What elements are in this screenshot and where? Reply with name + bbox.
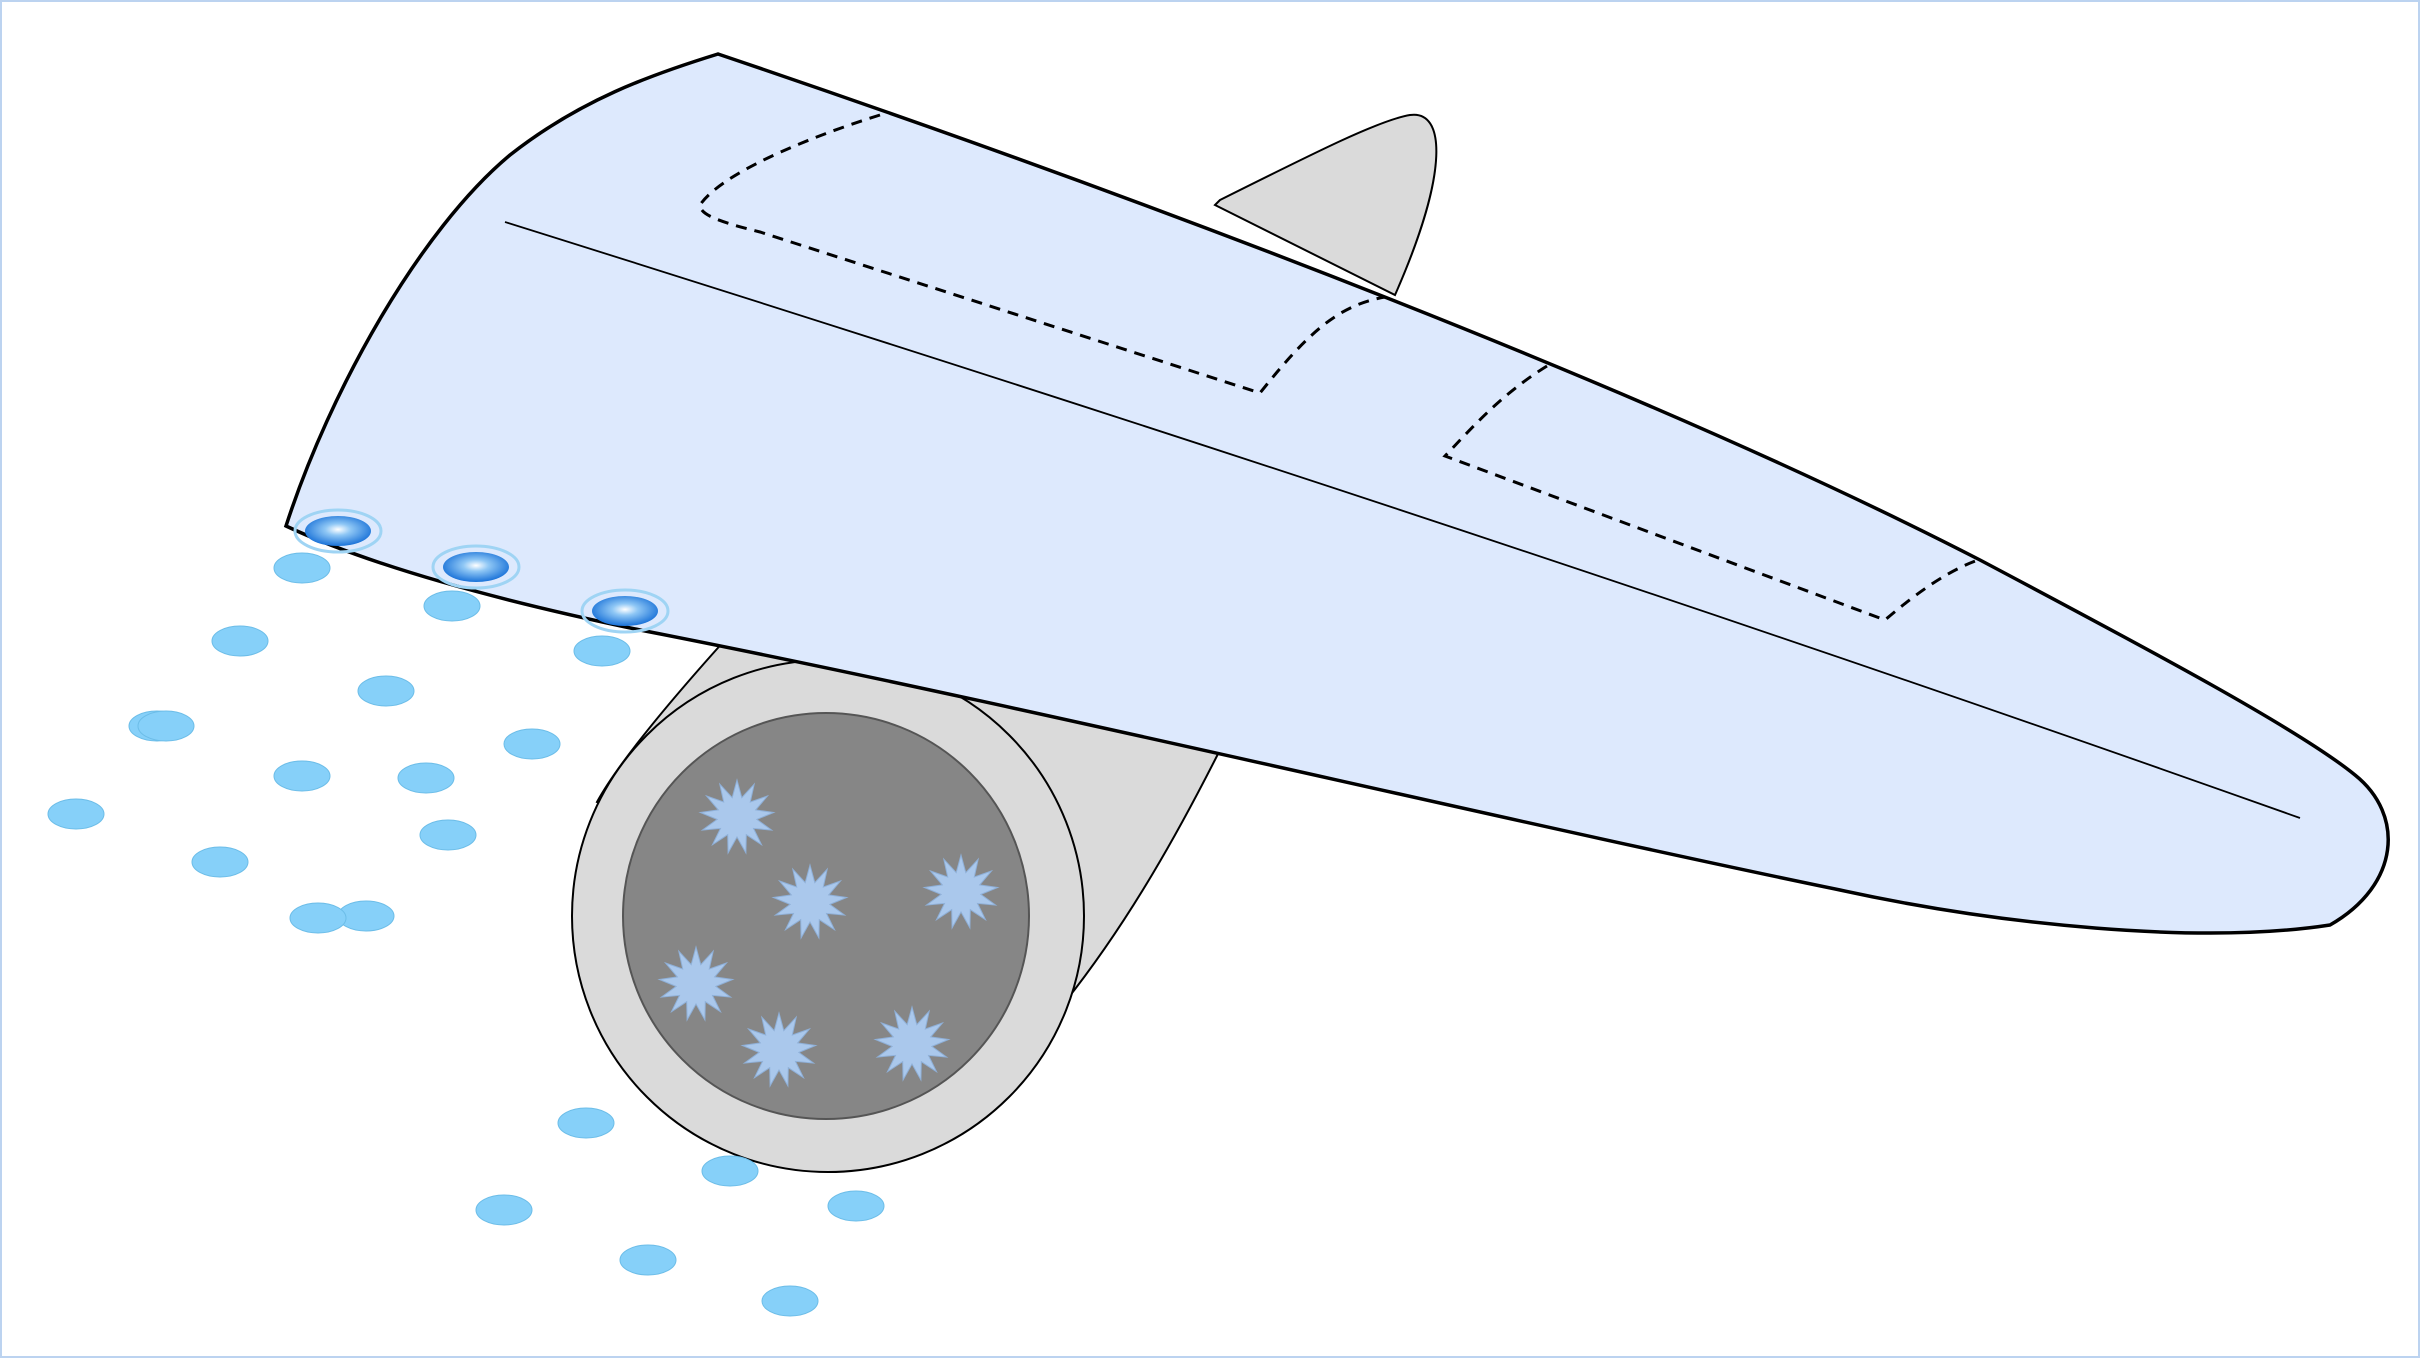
spray-droplet [137,710,195,742]
ice-crystal [740,1011,818,1088]
wing [283,52,2390,935]
flap-panel-inboard [698,113,1386,395]
engine-pylon [1213,113,1438,297]
spray-droplet [357,675,415,707]
ice-crystal [922,853,1000,930]
ice-crystal [771,863,849,940]
ice-crystals [657,778,1000,1088]
spray-droplet [273,760,331,792]
spray-nozzles [293,508,670,634]
wing-spar-line [504,221,2301,819]
nozzle-3 [580,588,670,634]
spray-droplet [289,902,347,934]
spray-droplet [397,762,455,794]
nozzle-ring [293,508,383,554]
spray-droplet [573,635,631,667]
ice-crystal [657,945,735,1022]
spray-droplet [475,1194,533,1226]
nozzle-ring [580,588,670,634]
spray-droplet [761,1285,819,1317]
nozzle-head [305,516,371,546]
nozzle-head [443,552,509,582]
spray-droplet [211,625,269,657]
spray-droplet [47,798,105,830]
nozzle-ring [431,544,521,590]
spray-droplet [419,819,477,851]
flap-panel-outboard [1442,364,1979,622]
nozzle-2 [431,544,521,590]
spray-droplet [503,728,561,760]
spray-droplet [701,1155,759,1187]
spray-droplet [191,846,249,878]
spray-droplet [273,552,331,584]
spray-droplets [47,552,885,1317]
spray-droplet [619,1244,677,1276]
nozzle-1 [293,508,383,554]
nozzle-head [592,596,658,626]
ice-crystal [873,1005,951,1082]
spray-droplet [423,590,481,622]
wing-surface [283,52,2390,935]
ice-crystal [698,778,776,855]
spray-droplet [557,1107,615,1139]
spray-droplet [337,900,395,932]
engine [571,113,1438,1173]
spray-droplet [827,1190,885,1222]
